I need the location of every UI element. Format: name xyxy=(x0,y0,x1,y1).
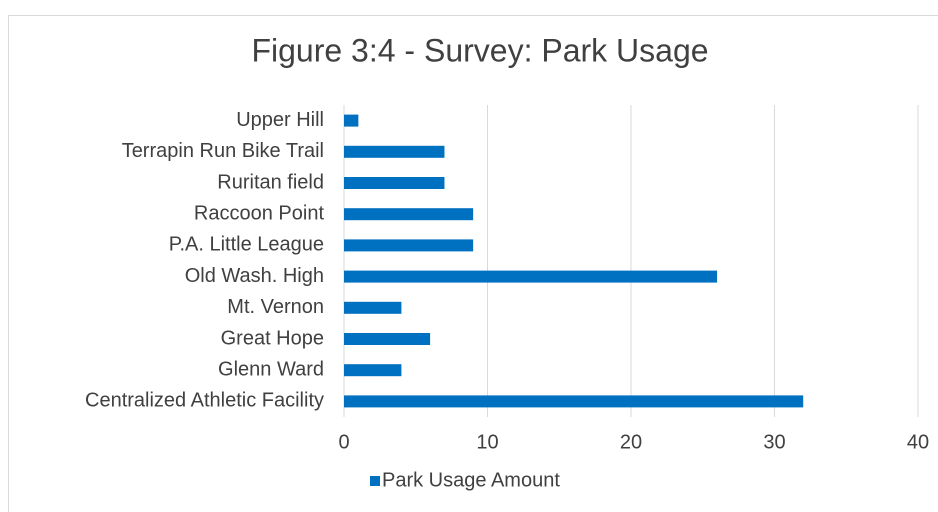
y-tick-label: Raccoon Point xyxy=(194,202,325,224)
bar xyxy=(344,301,402,314)
legend-swatch xyxy=(370,476,380,486)
y-tick-label: Glenn Ward xyxy=(218,358,324,380)
y-tick-label: Mt. Vernon xyxy=(227,296,324,318)
bar xyxy=(344,239,474,252)
chart-border xyxy=(8,15,938,512)
y-tick-label: Upper Hill xyxy=(236,109,324,131)
chart-title: Figure 3:4 - Survey: Park Usage xyxy=(251,32,708,68)
x-tick-label: 30 xyxy=(763,431,785,453)
x-tick-label: 10 xyxy=(476,431,498,453)
y-tick-label: Old Wash. High xyxy=(185,265,324,287)
x-tick-label: 0 xyxy=(338,431,349,453)
y-tick-label: Terrapin Run Bike Trail xyxy=(122,140,324,162)
bar xyxy=(344,177,445,189)
bar xyxy=(344,208,474,221)
y-tick-label: Ruritan field xyxy=(217,171,324,193)
y-tick-label: P.A. Little League xyxy=(169,234,324,256)
legend-label: Park Usage Amount xyxy=(382,469,560,491)
bar xyxy=(344,395,804,408)
bar xyxy=(344,114,359,127)
bar xyxy=(344,145,445,158)
y-tick-label: Centralized Athletic Facility xyxy=(85,390,324,412)
x-tick-label: 20 xyxy=(620,431,642,453)
bar xyxy=(344,333,431,345)
bar xyxy=(344,270,718,283)
y-tick-label: Great Hope xyxy=(221,327,324,349)
x-tick-label: 40 xyxy=(907,431,929,453)
bar xyxy=(344,364,402,377)
